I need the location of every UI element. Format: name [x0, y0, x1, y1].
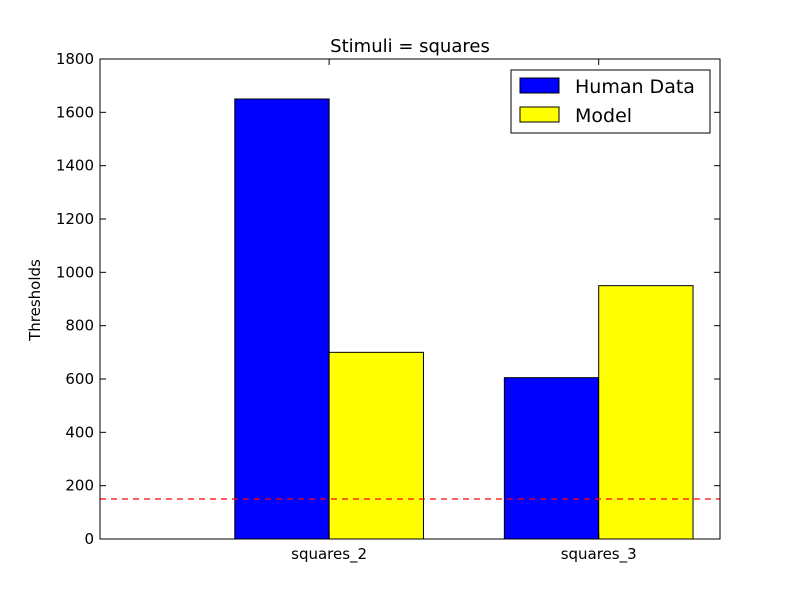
plot-area: 0 200 400 600 800 1000 1200 1400 1600 1800 squares…: [56, 50, 721, 564]
y-tick-label: 1600: [56, 103, 94, 121]
y-tick-label: 200: [65, 477, 94, 495]
y-tick-label: 600: [65, 370, 94, 388]
bar-human-data-squares_2: [234, 98, 330, 540]
y-tick-label: 1200: [56, 210, 94, 228]
legend-label-human-data: Human Data: [575, 76, 695, 98]
legend-swatch-model: [519, 106, 560, 123]
y-tick-label: 800: [65, 317, 94, 335]
legend-label-model: Model: [575, 105, 632, 127]
legend-swatch-human-data: [519, 77, 560, 94]
x-tick-label-squares_2: squares_2: [291, 545, 367, 564]
x-tick-label-squares_3: squares_3: [561, 545, 637, 564]
y-tick-label: 1000: [56, 263, 94, 281]
y-tick-label: 0: [84, 530, 94, 548]
chart-title: Stimuli = squares: [330, 36, 490, 57]
y-tick-label: 1400: [56, 157, 94, 175]
y-axis-label: Thresholds: [26, 259, 44, 342]
y-tick-label: 1800: [56, 50, 94, 68]
plot-frame: [99, 58, 721, 540]
legend: Human Data Model: [510, 69, 711, 134]
bar-human-data-squares_3: [503, 377, 600, 540]
bar-model-squares_3: [598, 285, 694, 540]
y-tick-label: 400: [65, 423, 94, 441]
bar-model-squares_2: [328, 351, 424, 540]
